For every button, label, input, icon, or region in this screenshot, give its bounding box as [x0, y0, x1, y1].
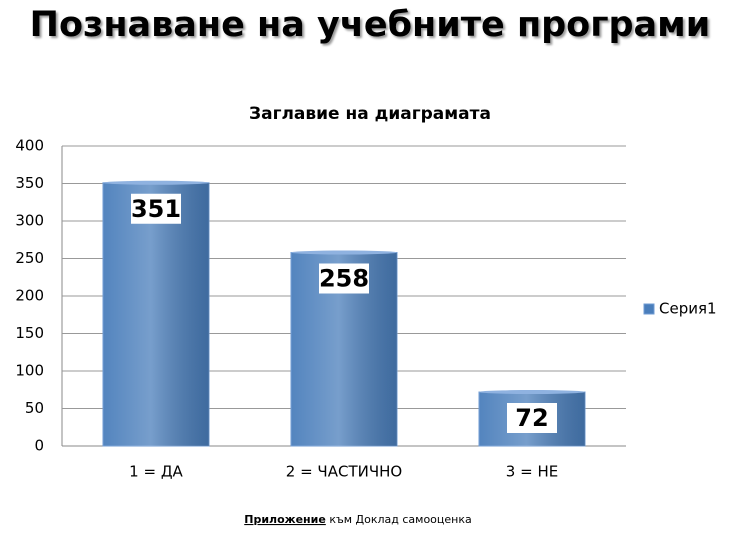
value-label: 258 [319, 265, 369, 293]
value-label: 351 [131, 195, 181, 223]
bar-top [291, 250, 397, 255]
value-label-box [507, 403, 557, 433]
value-label-box [131, 193, 181, 224]
y-tick-label: 150 [15, 324, 44, 342]
value-label-box [319, 263, 369, 294]
footer-rest: към Доклад самооценка [329, 513, 471, 526]
x-tick-label: 1 = ДА [129, 463, 183, 481]
bar-shine [103, 182, 209, 446]
bar-top [479, 390, 585, 394]
x-tick-label: 3 = НЕ [506, 463, 558, 481]
y-tick-label: 100 [15, 362, 44, 380]
footer-bold: Приложение [244, 513, 326, 526]
y-tick-label: 400 [15, 137, 44, 155]
y-tick-label: 50 [25, 399, 44, 417]
bar-top [103, 180, 209, 185]
y-tick-label: 300 [15, 212, 44, 230]
y-tick-label: 250 [15, 249, 44, 267]
y-tick-label: 0 [34, 437, 44, 455]
y-tick-label: 350 [15, 174, 44, 192]
value-label: 72 [515, 404, 548, 432]
legend-label: Серия1 [659, 300, 717, 318]
x-tick-label: 2 = ЧАСТИЧНО [286, 463, 402, 481]
chart-title: Заглавие на диаграмата [249, 104, 491, 124]
y-tick-label: 200 [15, 287, 44, 305]
legend-swatch [643, 303, 655, 315]
footer: Приложение към Доклад самооценка [244, 513, 472, 526]
slide-title: Познаване на учебните програми [30, 5, 711, 45]
